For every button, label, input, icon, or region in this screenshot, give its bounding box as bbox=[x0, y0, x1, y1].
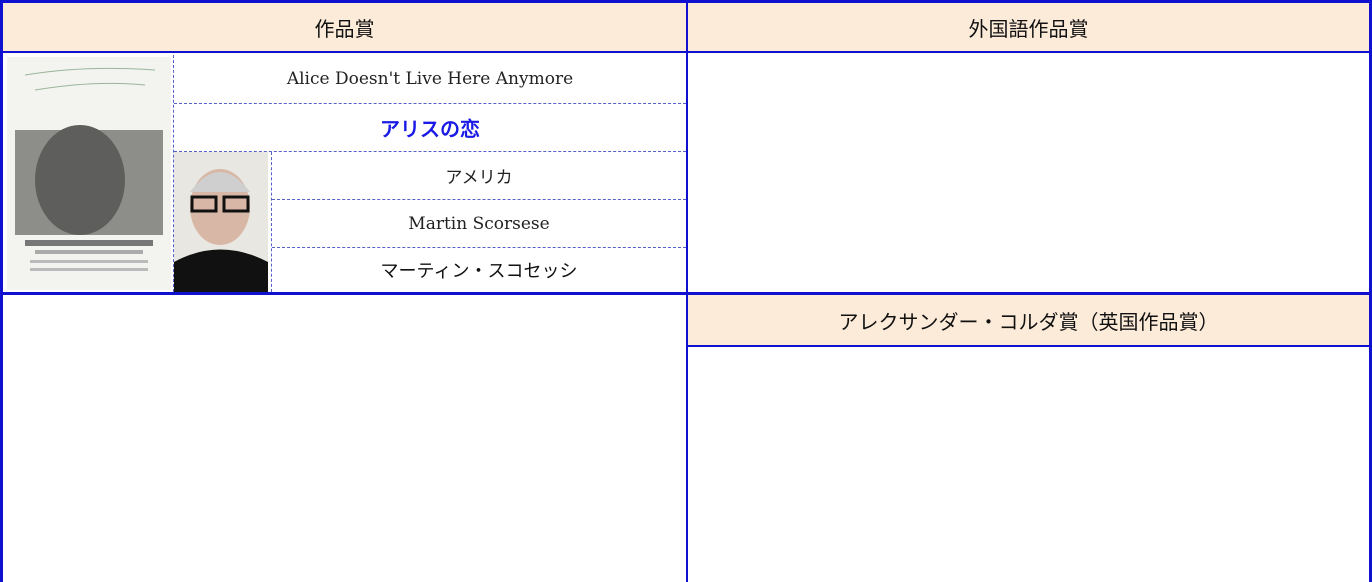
header: 作品賞 bbox=[3, 3, 686, 53]
title-original: Alice Doesn't Live Here Anymore bbox=[174, 55, 686, 104]
director-original: Martin Scorsese bbox=[272, 200, 686, 248]
director-japanese: マーティン・スコセッシ bbox=[380, 261, 578, 282]
divider bbox=[173, 55, 174, 292]
row-divider bbox=[3, 292, 1369, 295]
country: アメリカ bbox=[272, 152, 686, 200]
divider bbox=[271, 152, 272, 292]
poster-image bbox=[7, 57, 171, 290]
title-japanese[interactable]: アリスの恋 bbox=[174, 104, 686, 152]
header: 外国語作品賞 bbox=[688, 3, 1369, 53]
header: アレクサンダー・コルダ賞（英国作品賞） bbox=[688, 295, 1369, 347]
director-photo bbox=[174, 152, 268, 292]
